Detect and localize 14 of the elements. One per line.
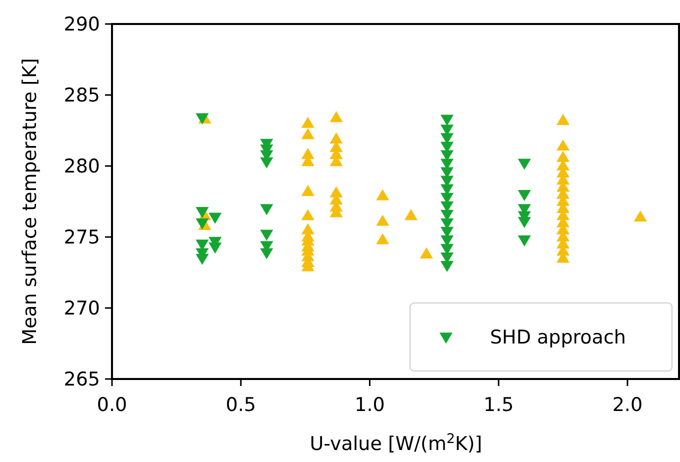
x-tick-label: 1.5 <box>483 394 514 416</box>
x-axis-title: U-value [W/(m$^{2}$K)] <box>310 432 482 455</box>
x-tick-label: 0.5 <box>226 394 256 416</box>
y-axis-title: Mean surface temperature [K] <box>19 58 41 345</box>
x-tick-label: 1.0 <box>354 394 385 416</box>
x-tick-label: 0.0 <box>96 394 128 416</box>
y-tick-label: 265 <box>64 368 100 391</box>
y-tick-label: 285 <box>64 84 100 107</box>
y-tick-label: 270 <box>64 298 100 320</box>
y-tick-label: 275 <box>64 226 100 249</box>
legend-label: SHD approach <box>490 326 626 349</box>
x-tick-label: 2.0 <box>612 394 643 416</box>
y-tick-label: 280 <box>64 156 100 178</box>
y-tick-label: 290 <box>64 14 100 36</box>
